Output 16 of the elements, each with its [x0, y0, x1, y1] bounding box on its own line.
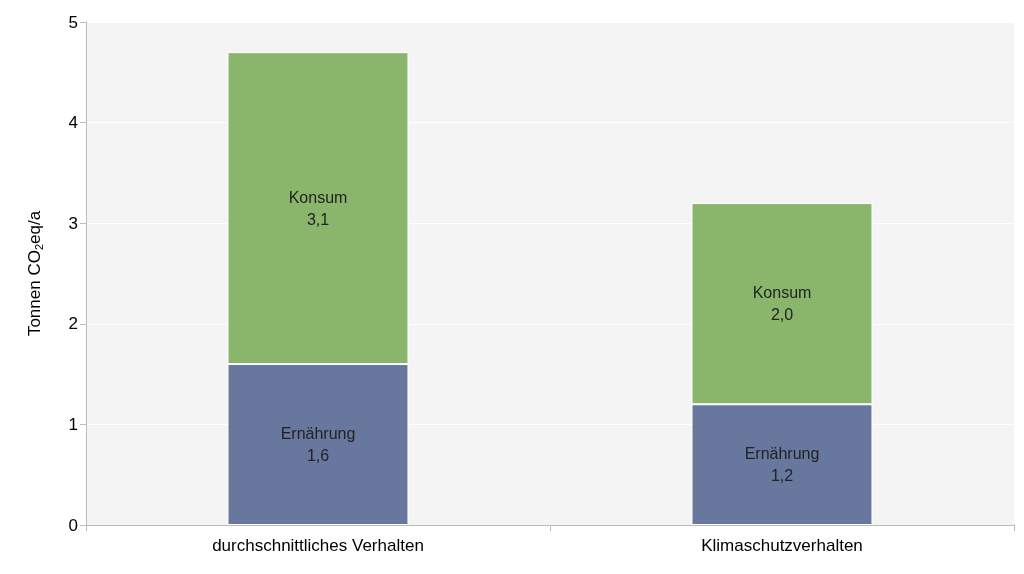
y-tick-label: 4	[68, 113, 78, 133]
text: Ernährung	[280, 425, 356, 443]
data-label: 1,6	[306, 447, 330, 465]
data-label: 1,2	[770, 467, 794, 485]
series-label: Ernährung	[744, 445, 820, 463]
y-tick-label: 3	[68, 213, 78, 233]
data-label: 3,1	[306, 210, 330, 228]
y-tick-label: 2	[68, 314, 78, 334]
y-tick-label: 5	[68, 12, 78, 32]
y-tick-label: 1	[68, 414, 78, 434]
text: Konsum	[752, 284, 812, 302]
x-tick-label: durchschnittliches Verhalten	[212, 536, 424, 555]
data-label: 2,0	[770, 306, 794, 324]
series-label: Konsum	[288, 188, 348, 206]
y-tick-label: 0	[68, 515, 78, 535]
x-tick-label: Klimaschutzverhalten	[701, 536, 863, 555]
